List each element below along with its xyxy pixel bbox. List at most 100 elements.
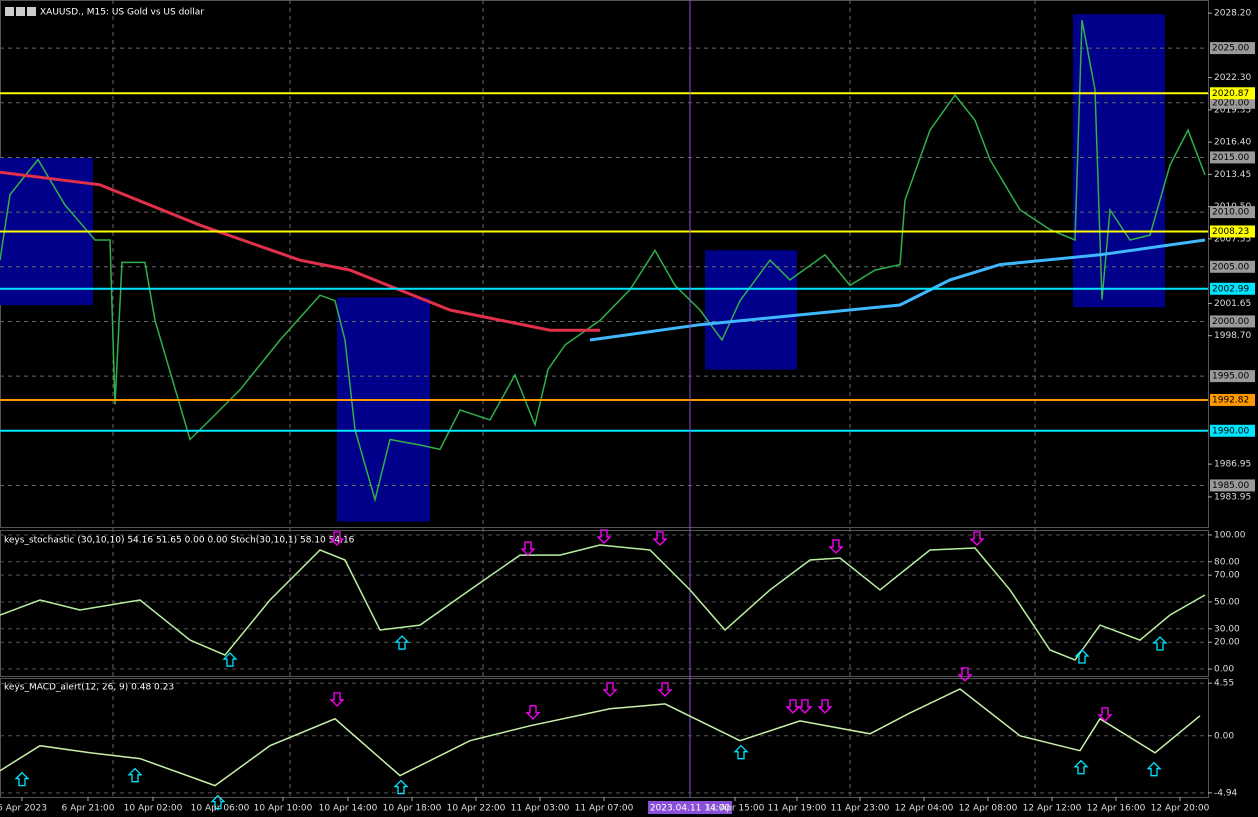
x-tick-label: 6 Apr 2023 bbox=[0, 804, 47, 814]
signal-arrow bbox=[957, 667, 973, 682]
stoch-title: keys_stochastic (30,10,10) 54.16 51.65 0… bbox=[4, 536, 355, 546]
macd-title: keys_MACD_alert(12, 26, 9) 0.48 0.23 bbox=[4, 683, 174, 693]
signal-arrow bbox=[828, 539, 844, 554]
grid-label-box bbox=[1210, 260, 1255, 273]
level-label-box bbox=[1210, 282, 1255, 295]
y-tick-label: 1983.95 bbox=[1214, 492, 1251, 502]
signal-arrow bbox=[596, 529, 612, 544]
y-tick-label: 100.00 bbox=[1214, 530, 1246, 540]
panel: 4.55 0.00 -4.94 6 Apr 2023 6 Apr 21:00 10 Apr… bbox=[0, 667, 1238, 814]
x-tick-label: 11 Apr 23:00 bbox=[831, 804, 890, 814]
y-tick-label: 70.00 bbox=[1214, 571, 1240, 581]
main-title: XAUUSD., M15: US Gold vs US dollar bbox=[40, 8, 204, 18]
signal-arrow bbox=[520, 541, 536, 556]
x-tick-label: 12 Apr 08:00 bbox=[959, 804, 1018, 814]
x-tick-label: 11 Apr 03:00 bbox=[511, 804, 570, 814]
panel: 100.00 80.00 70.00 50.00 30.00 20.00 0.00 bbox=[0, 529, 1246, 675]
y-tick-label: 0.00 bbox=[1214, 731, 1234, 741]
level-label: 2002.99 bbox=[1212, 284, 1249, 294]
series-line bbox=[0, 170, 600, 332]
y-tick-label: 30.00 bbox=[1214, 624, 1240, 634]
grid-level-label: 2020.00 bbox=[1212, 98, 1249, 108]
x-tick-label: 12 Apr 04:00 bbox=[895, 804, 954, 814]
level-label: 1990.00 bbox=[1212, 426, 1249, 436]
signal-arrow bbox=[969, 531, 985, 546]
series-line bbox=[0, 544, 1206, 661]
x-tick-label: 6 Apr 21:00 bbox=[62, 804, 115, 814]
grid-label-box bbox=[1210, 479, 1255, 492]
signal-arrow bbox=[394, 635, 410, 650]
x-tick-label: 10 Apr 10:00 bbox=[254, 804, 313, 814]
x-tick-label: 12 Apr 16:00 bbox=[1087, 804, 1146, 814]
signal-arrow bbox=[222, 652, 238, 667]
y-tick-label: 4.55 bbox=[1214, 679, 1234, 689]
signal-arrow bbox=[525, 705, 541, 720]
y-tick-label: 0.00 bbox=[1214, 665, 1234, 675]
grid-level-label: 2010.00 bbox=[1212, 208, 1249, 218]
y-tick-label: 2028.20 bbox=[1214, 9, 1251, 19]
x-tick-label: 10 Apr 02:00 bbox=[124, 804, 183, 814]
signal-arrow bbox=[733, 744, 749, 760]
signal-arrow bbox=[1074, 649, 1090, 664]
x-tick-label: 10 Apr 14:00 bbox=[319, 804, 378, 814]
y-tick-label: 50.00 bbox=[1214, 597, 1240, 607]
grid-level-label: 2000.00 bbox=[1212, 317, 1249, 327]
icon-part bbox=[16, 7, 25, 16]
level-label-box bbox=[1210, 87, 1255, 100]
grid-label-box bbox=[1210, 42, 1255, 55]
grid-label-box bbox=[1210, 370, 1255, 383]
x-tick-label: 11 Apr 19:00 bbox=[768, 804, 827, 814]
crosshair-label-box bbox=[648, 801, 732, 814]
series-line bbox=[0, 20, 1206, 503]
zone-box bbox=[1073, 14, 1165, 308]
y-tick-label: 1986.95 bbox=[1214, 460, 1251, 470]
y-tick-label: 2022.30 bbox=[1214, 73, 1251, 83]
x-tick-label: 11 Apr 07:00 bbox=[575, 804, 634, 814]
level-label-box bbox=[1210, 424, 1255, 437]
signal-arrow bbox=[817, 699, 833, 714]
signal-arrow bbox=[1152, 636, 1168, 651]
signal-arrow bbox=[14, 771, 30, 787]
signal-arrow bbox=[127, 767, 143, 783]
y-tick-label: 20.00 bbox=[1214, 638, 1240, 648]
series-line bbox=[589, 238, 1206, 342]
y-tick-label: 80.00 bbox=[1214, 557, 1240, 567]
signal-arrow bbox=[1073, 759, 1089, 775]
signal-arrow bbox=[329, 531, 345, 546]
level-label: 2020.87 bbox=[1212, 89, 1249, 99]
x-tick-label: 10 Apr 18:00 bbox=[383, 804, 442, 814]
grid-level-label: 2015.00 bbox=[1212, 153, 1249, 163]
grid-label-box bbox=[1210, 315, 1255, 328]
signal-arrow bbox=[657, 682, 673, 697]
level-label: 2008.23 bbox=[1212, 227, 1249, 237]
y-tick-label: 2007.55 bbox=[1214, 234, 1251, 244]
grid-level-label: 2005.00 bbox=[1212, 262, 1249, 272]
grid-level-label: 1995.00 bbox=[1212, 372, 1249, 382]
grid-level-label: 1985.00 bbox=[1212, 481, 1249, 491]
symbol-icon bbox=[5, 7, 36, 16]
signal-arrow bbox=[1146, 761, 1162, 777]
level-label-box bbox=[1210, 393, 1255, 406]
series-line bbox=[0, 688, 1201, 787]
grid-label-box bbox=[1210, 96, 1255, 109]
level-label: 1992.82 bbox=[1212, 395, 1249, 405]
icon-part bbox=[5, 7, 14, 16]
signal-arrow bbox=[1097, 707, 1113, 722]
signal-arrow bbox=[393, 779, 409, 795]
signal-arrow bbox=[652, 531, 668, 546]
zone-box bbox=[705, 250, 797, 370]
x-tick-label: 11 Apr 15:00 bbox=[706, 804, 765, 814]
y-tick-label: 2019.35 bbox=[1214, 105, 1251, 115]
signal-arrow bbox=[602, 682, 618, 697]
x-tick-label: 10 Apr 22:00 bbox=[447, 804, 506, 814]
y-tick-label: 1998.70 bbox=[1214, 331, 1251, 341]
signal-arrow bbox=[329, 692, 345, 707]
signal-arrow bbox=[210, 794, 226, 810]
grid-level-label: 2025.00 bbox=[1212, 44, 1249, 54]
x-tick-label: 10 Apr 06:00 bbox=[191, 804, 250, 814]
grid-label-box bbox=[1210, 151, 1255, 164]
level-label-box bbox=[1210, 225, 1255, 238]
